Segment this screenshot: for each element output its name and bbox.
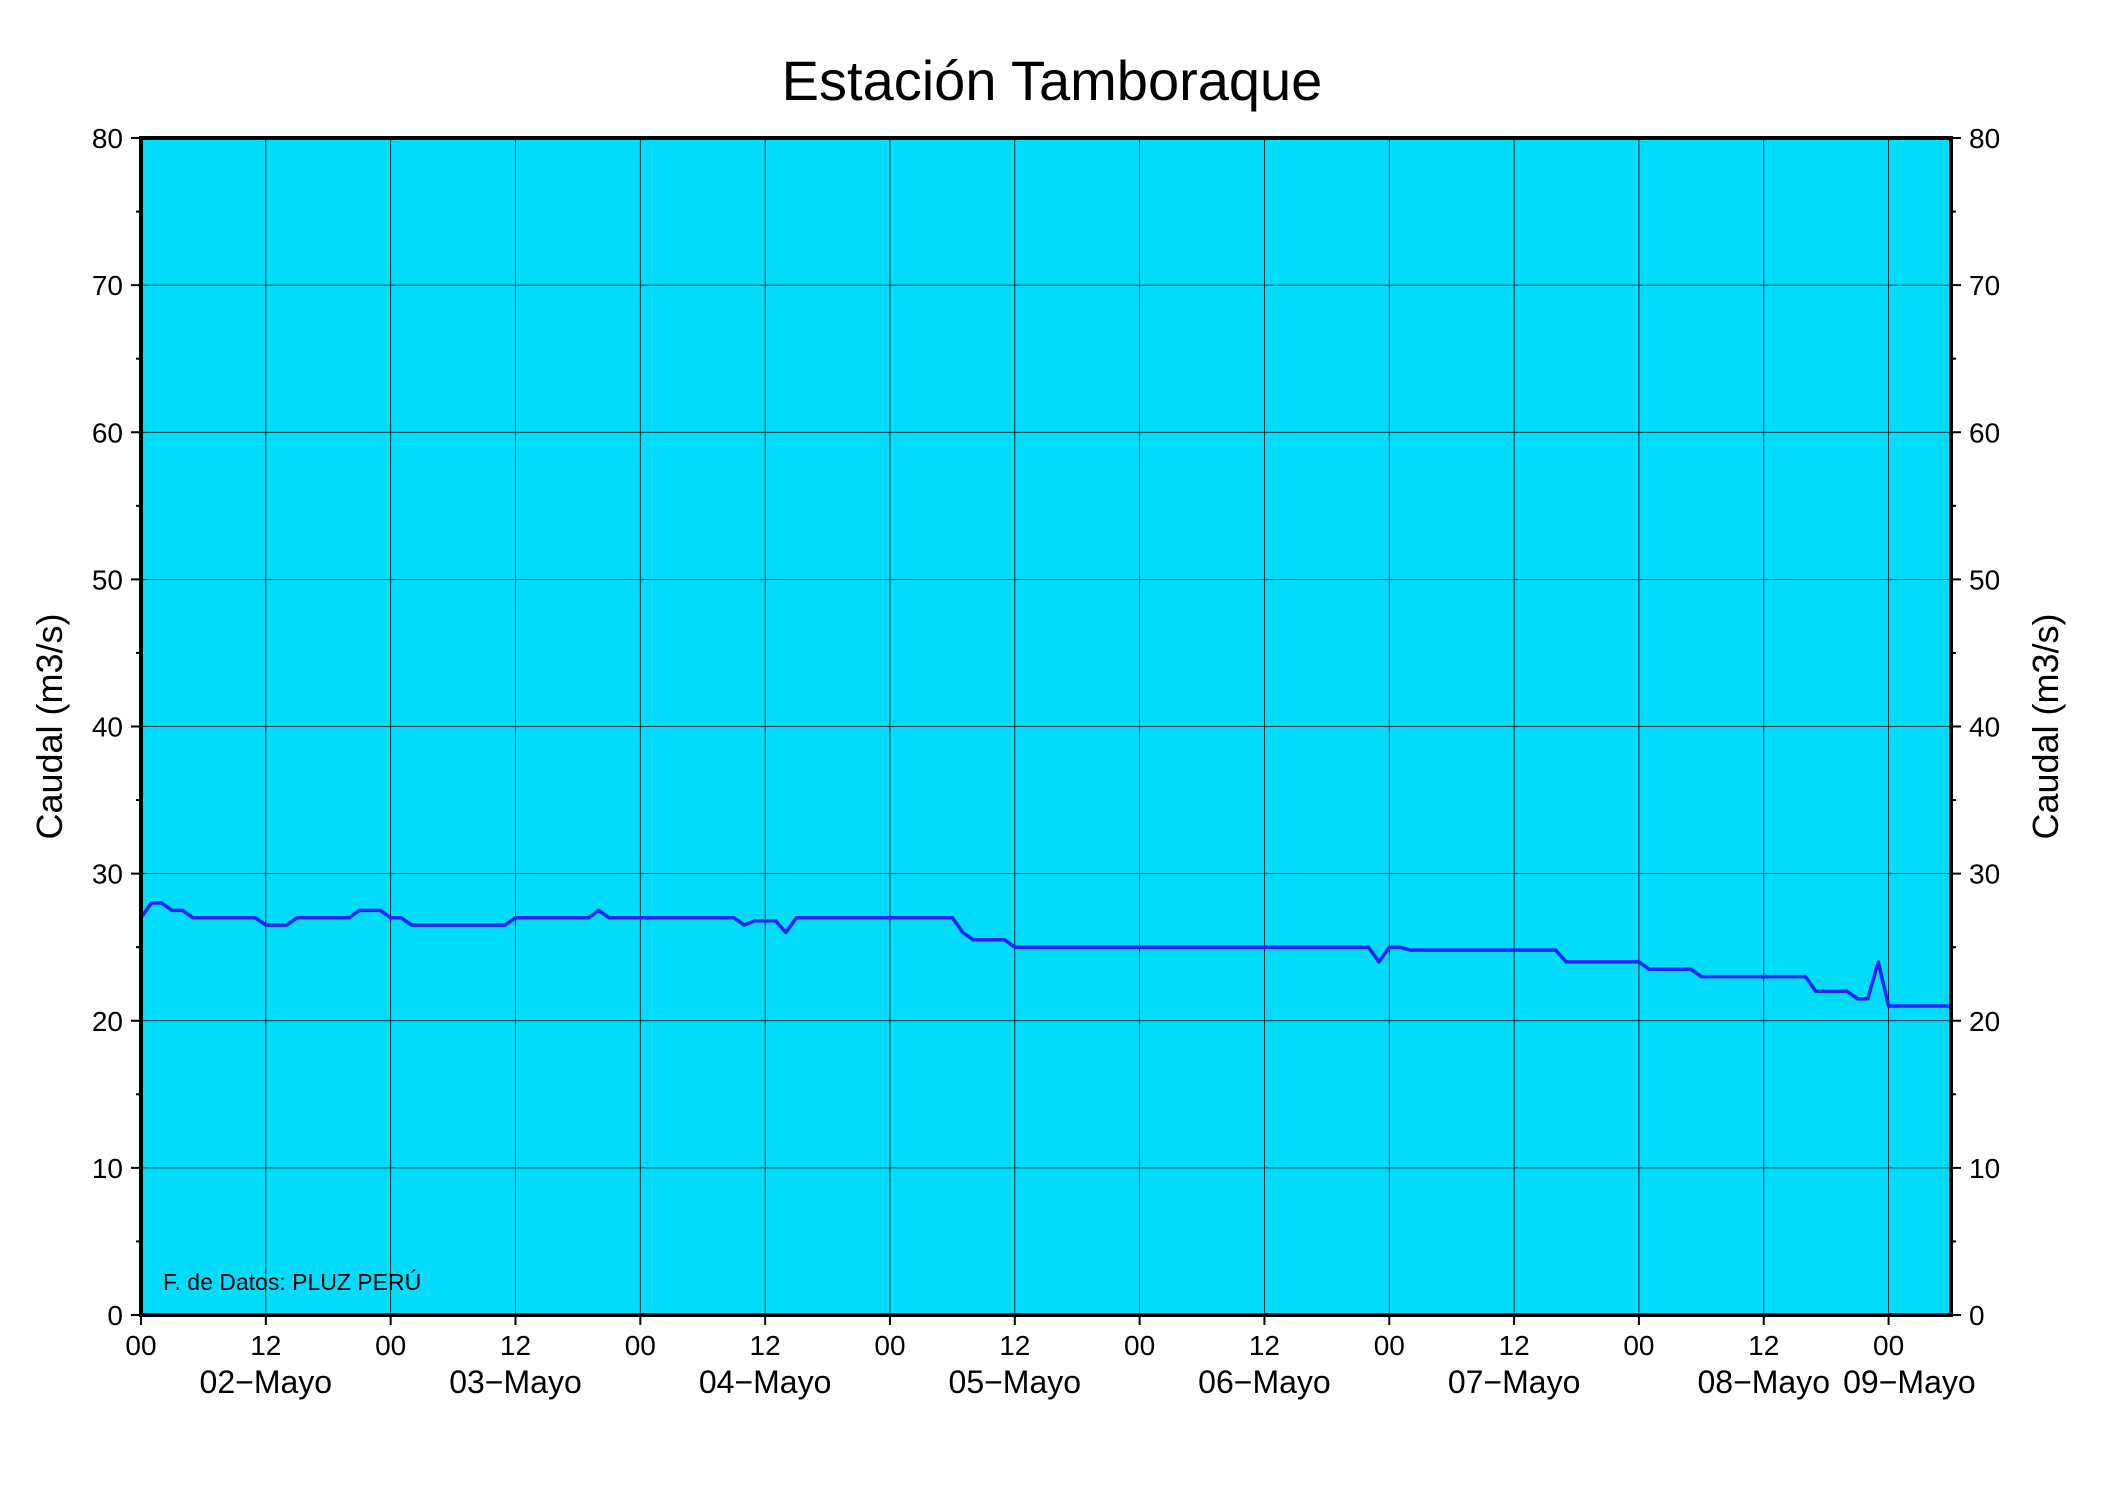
x-tick-label: 00 — [125, 1330, 156, 1361]
source-annotation: F. de Datos: PLUZ PERÚ — [163, 1269, 421, 1295]
x-tick-label: 12 — [500, 1330, 531, 1361]
caudal-series-line — [139, 901, 1951, 1008]
x-day-label: 02−Mayo — [200, 1364, 333, 1400]
y-tick-label-right: 60 — [1969, 417, 2000, 448]
y-axis-label-right: Caudal (m3/s) — [2025, 613, 2066, 839]
x-tick-label: 12 — [1249, 1330, 1280, 1361]
x-tick-label: 12 — [1748, 1330, 1779, 1361]
x-day-label: 03−Mayo — [449, 1364, 582, 1400]
x-tick-label: 00 — [375, 1330, 406, 1361]
x-day-label: 06−Mayo — [1198, 1364, 1331, 1400]
y-tick-label-left: 0 — [107, 1300, 123, 1331]
y-tick-label-left: 30 — [92, 859, 123, 890]
y-tick-label-right: 30 — [1969, 859, 2000, 890]
y-tick-label-left: 40 — [92, 712, 123, 743]
y-tick-label-right: 80 — [1969, 123, 2000, 154]
y-tick-label-left: 80 — [92, 123, 123, 154]
x-tick-label: 00 — [1374, 1330, 1405, 1361]
x-tick-label: 00 — [1623, 1330, 1654, 1361]
x-tick-label: 12 — [250, 1330, 281, 1361]
x-tick-label: 12 — [750, 1330, 781, 1361]
x-day-label: 09−Mayo — [1843, 1364, 1976, 1400]
y-tick-label-right: 20 — [1969, 1006, 2000, 1037]
x-day-label: 07−Mayo — [1448, 1364, 1581, 1400]
y-tick-label-right: 70 — [1969, 270, 2000, 301]
x-tick-label: 12 — [1499, 1330, 1530, 1361]
y-tick-label-left: 10 — [92, 1153, 123, 1184]
y-axis-label-left: Caudal (m3/s) — [29, 613, 70, 839]
x-tick-label: 00 — [1124, 1330, 1155, 1361]
y-tick-label-left: 50 — [92, 564, 123, 595]
y-tick-label-left: 60 — [92, 417, 123, 448]
chart-title: Estación Tamboraque — [782, 49, 1323, 112]
y-tick-label-left: 70 — [92, 270, 123, 301]
x-day-label: 05−Mayo — [949, 1364, 1082, 1400]
y-tick-label-right: 0 — [1969, 1300, 1985, 1331]
x-day-label: 04−Mayo — [699, 1364, 832, 1400]
y-tick-label-left: 20 — [92, 1006, 123, 1037]
x-tick-label: 12 — [999, 1330, 1030, 1361]
y-tick-label-right: 40 — [1969, 712, 2000, 743]
y-tick-label-right: 10 — [1969, 1153, 2000, 1184]
x-day-label: 08−Mayo — [1697, 1364, 1830, 1400]
x-tick-label: 00 — [1873, 1330, 1904, 1361]
y-tick-label-right: 50 — [1969, 564, 2000, 595]
x-tick-label: 00 — [625, 1330, 656, 1361]
x-tick-label: 00 — [874, 1330, 905, 1361]
